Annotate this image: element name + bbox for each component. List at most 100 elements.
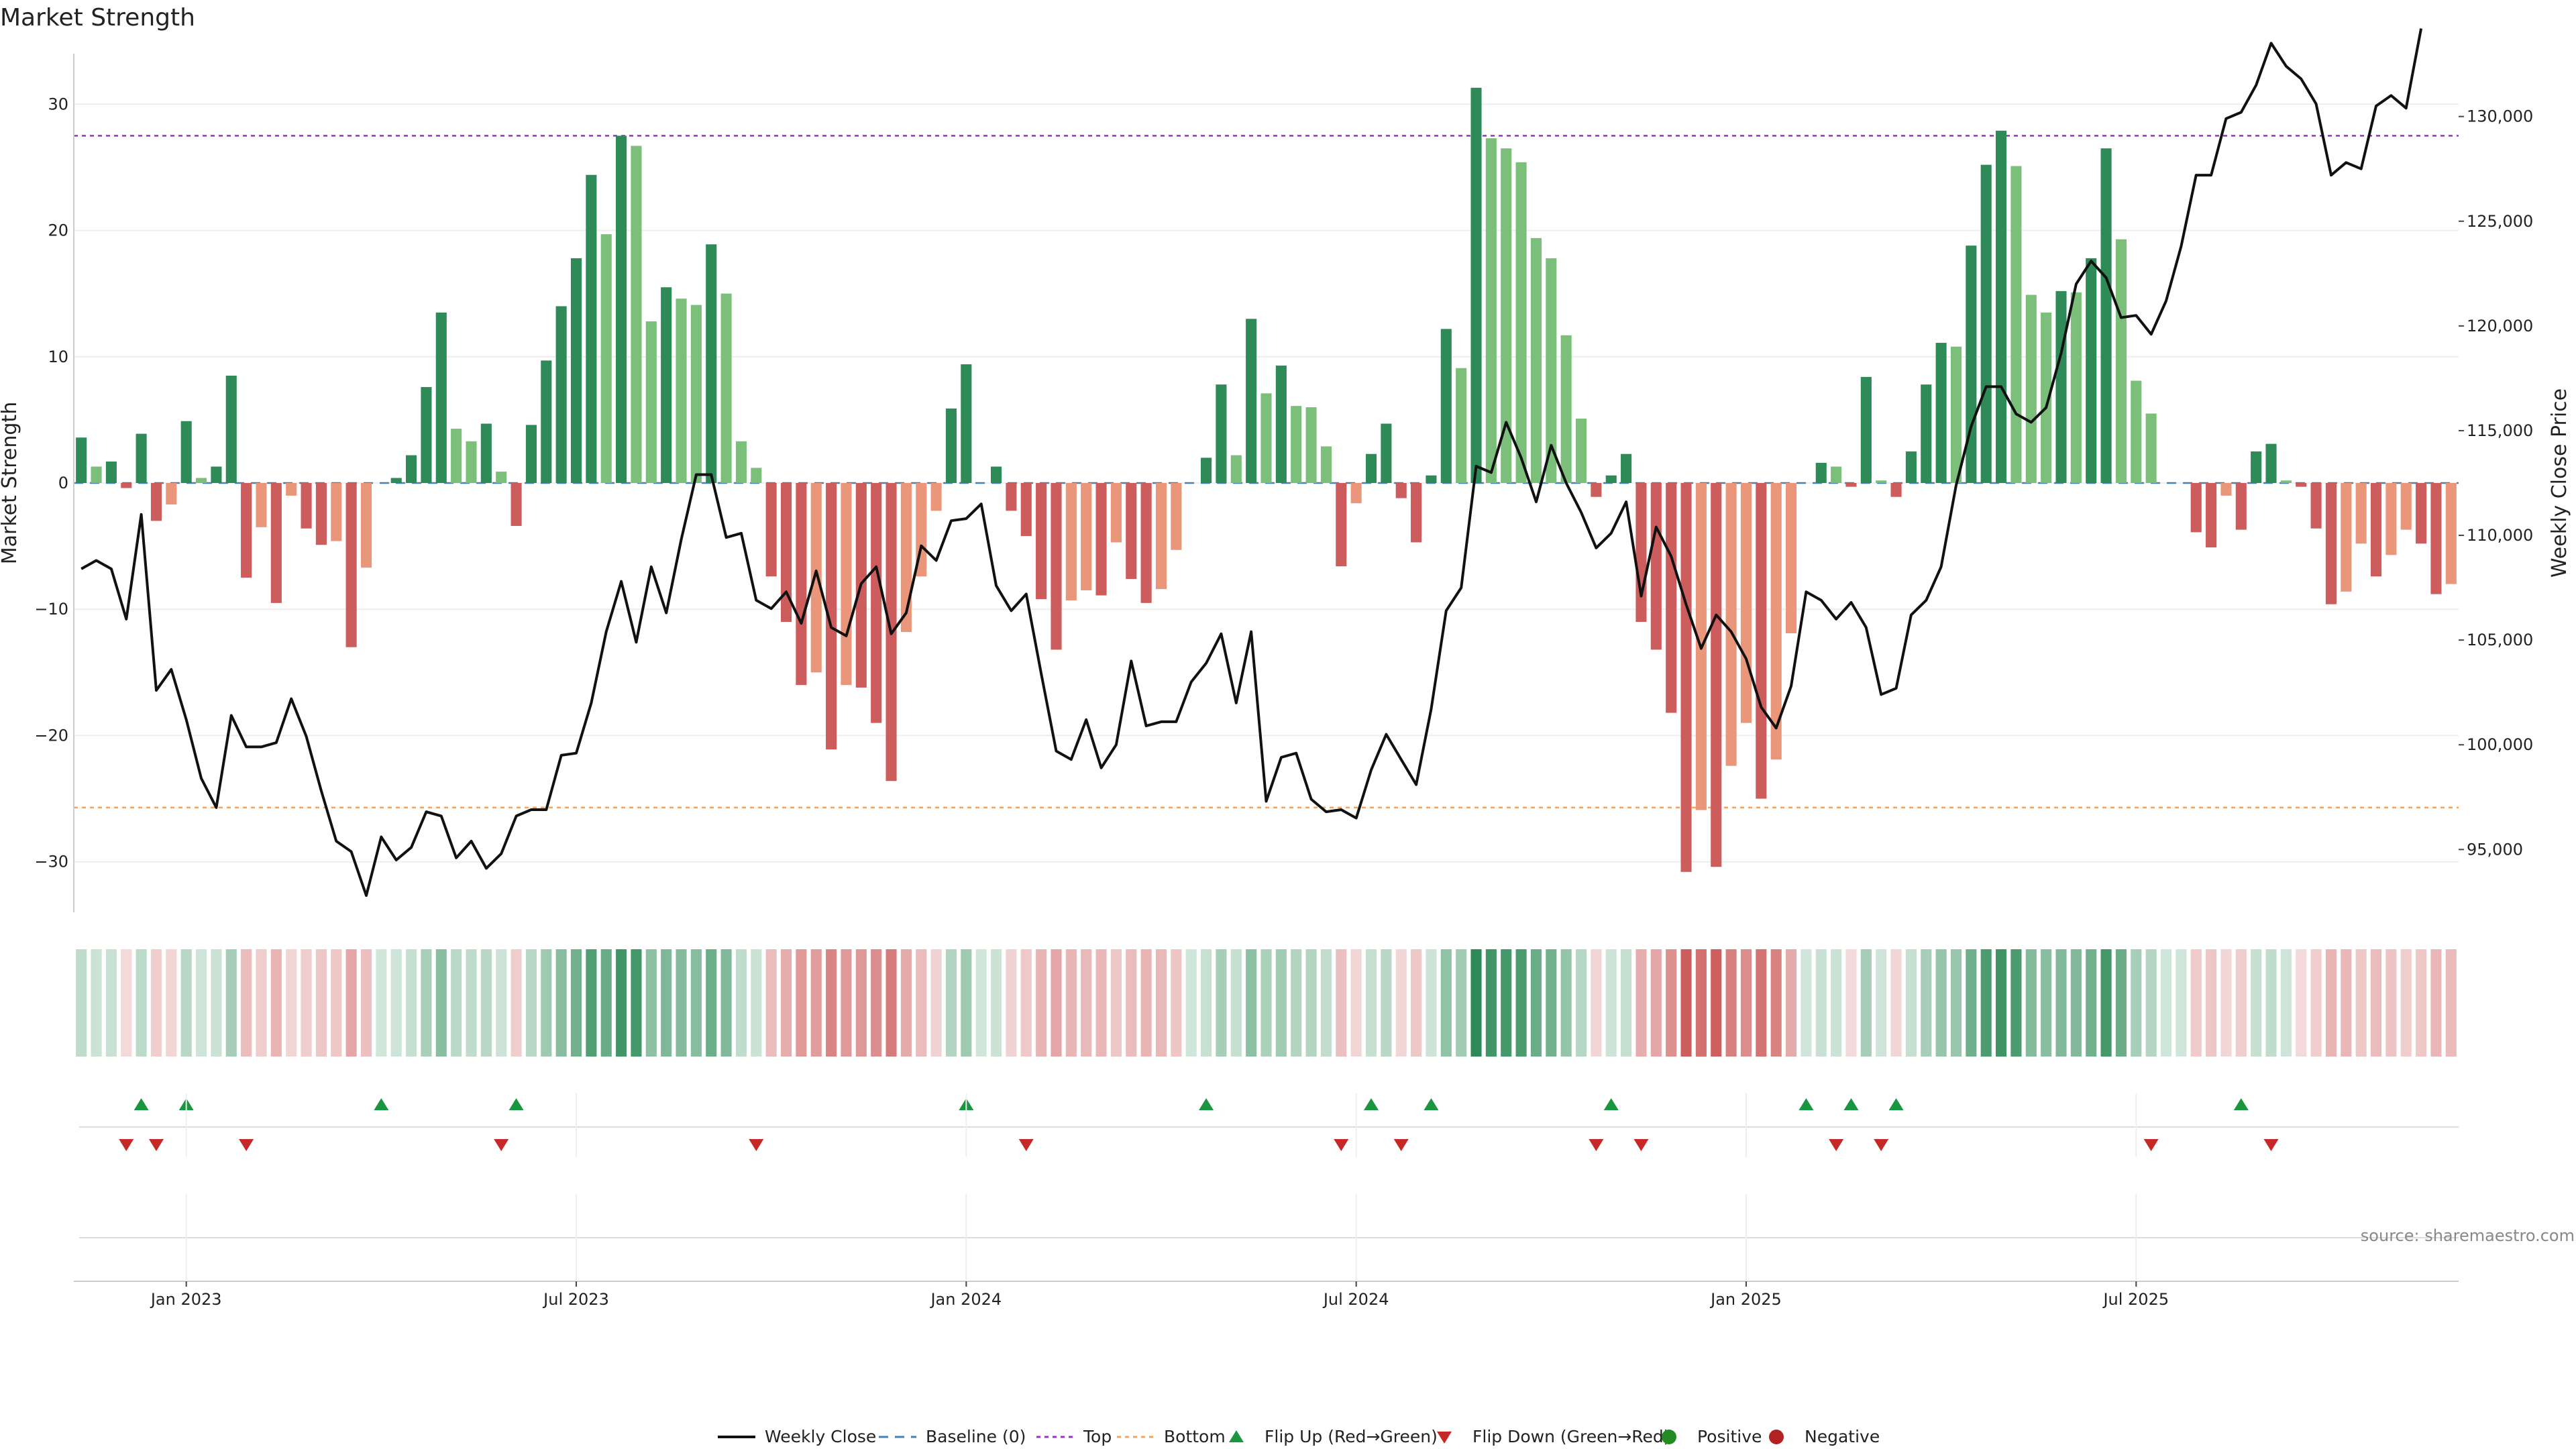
heat-cell — [930, 949, 942, 1057]
strength-bar — [826, 483, 837, 750]
heat-cell — [796, 949, 807, 1057]
y2-tick-label: 125,000 — [2467, 212, 2533, 231]
strength-bar — [1006, 483, 1017, 511]
heat-cell — [2416, 949, 2427, 1057]
strength-bar — [2430, 483, 2442, 594]
heat-cell — [2100, 949, 2112, 1057]
heat-cell — [1501, 949, 1512, 1057]
legend-negative-swatch — [1769, 1430, 1784, 1444]
strength-bar — [1440, 329, 1452, 483]
y2-tick-label: 100,000 — [2467, 735, 2533, 754]
strength-bar — [661, 287, 672, 483]
strength-bar — [2251, 451, 2262, 483]
strength-bar — [360, 483, 372, 568]
strength-bar — [1246, 319, 1257, 483]
strength-bar — [180, 421, 192, 483]
strength-bar — [1950, 346, 1962, 483]
strength-bar — [1426, 475, 1437, 483]
strength-bar — [541, 360, 552, 483]
strength-bar — [1515, 162, 1527, 483]
legend-label: Positive — [1697, 1427, 1762, 1446]
heat-cell — [810, 949, 822, 1057]
strength-bar — [706, 244, 717, 483]
legend-label: Flip Up (Red→Green) — [1265, 1427, 1438, 1446]
y2-tick-label: 130,000 — [2467, 107, 2533, 126]
strength-bar — [961, 364, 972, 483]
flip-down-marker — [119, 1139, 134, 1151]
heat-cell — [1171, 949, 1182, 1057]
legend-label: Weekly Close — [765, 1427, 876, 1446]
strength-bar — [1411, 483, 1422, 543]
heat-cell — [600, 949, 612, 1057]
heat-cell — [1966, 949, 1977, 1057]
strength-bar — [1740, 483, 1752, 723]
x-tick-label: Jan 2023 — [150, 1290, 222, 1309]
heat-cell — [1770, 949, 1782, 1057]
heat-cell — [2385, 949, 2397, 1057]
heat-cell — [900, 949, 912, 1057]
strength-bar — [1635, 483, 1647, 623]
heat-cell — [496, 949, 507, 1057]
strength-bar — [1081, 483, 1092, 590]
strength-bar — [1650, 483, 1662, 650]
heat-cell — [1635, 949, 1647, 1057]
heat-cell — [631, 949, 642, 1057]
strength-bar — [2416, 483, 2427, 544]
strength-bar — [2265, 443, 2277, 483]
strength-bar — [2010, 166, 2022, 483]
heat-cell — [1365, 949, 1377, 1057]
legend-positive-swatch — [1662, 1430, 1676, 1444]
strength-bar — [841, 483, 852, 686]
strength-bar — [241, 483, 252, 578]
strength-bar — [600, 234, 612, 483]
heat-cell — [406, 949, 417, 1057]
strength-bar — [1921, 384, 1932, 483]
strength-bar — [121, 483, 132, 488]
strength-bar — [1216, 384, 1227, 483]
heat-cell — [841, 949, 852, 1057]
strength-bar — [2341, 483, 2352, 592]
strength-bar — [720, 293, 732, 483]
y-tick-label: 10 — [48, 347, 68, 366]
strength-bar — [1036, 483, 1047, 600]
heat-cell — [2445, 949, 2457, 1057]
strength-bar — [451, 429, 462, 483]
source-note: source: sharemaestro.com — [2361, 1226, 2575, 1245]
strength-bar — [150, 483, 162, 521]
strength-bar — [435, 312, 447, 483]
strength-bar — [810, 483, 822, 673]
strength-bar — [331, 483, 342, 541]
heat-cell — [1381, 949, 1392, 1057]
strength-bar — [1020, 483, 1032, 537]
heat-cell — [1440, 949, 1452, 1057]
strength-bar — [1666, 483, 1677, 713]
strength-bar — [930, 483, 942, 511]
heat-cell — [720, 949, 732, 1057]
strength-bar — [1575, 419, 1587, 483]
heat-cell — [150, 949, 162, 1057]
strength-bar — [570, 258, 582, 483]
heat-cell — [1216, 949, 1227, 1057]
heat-cell — [690, 949, 702, 1057]
strength-bar — [136, 433, 147, 483]
strength-bar — [195, 478, 207, 483]
strength-bar — [1140, 483, 1152, 603]
heat-cell — [1921, 949, 1932, 1057]
heat-cell — [1201, 949, 1212, 1057]
strength-bar — [1546, 258, 1557, 483]
strength-bar — [1201, 458, 1212, 483]
heat-cell — [421, 949, 432, 1057]
strength-bar — [1605, 475, 1617, 483]
heat-cell — [1275, 949, 1287, 1057]
legend-flip-down-swatch — [1437, 1432, 1452, 1444]
strength-bar — [1980, 164, 1992, 483]
strength-bar — [421, 386, 432, 483]
heat-cell — [1621, 949, 1632, 1057]
flip-up-marker — [133, 1098, 149, 1110]
strength-bar — [1336, 483, 1347, 567]
strength-bar — [555, 306, 567, 483]
heat-cell — [451, 949, 462, 1057]
heat-cell — [1935, 949, 1947, 1057]
strength-bar — [256, 483, 267, 527]
heat-cell — [2430, 949, 2442, 1057]
